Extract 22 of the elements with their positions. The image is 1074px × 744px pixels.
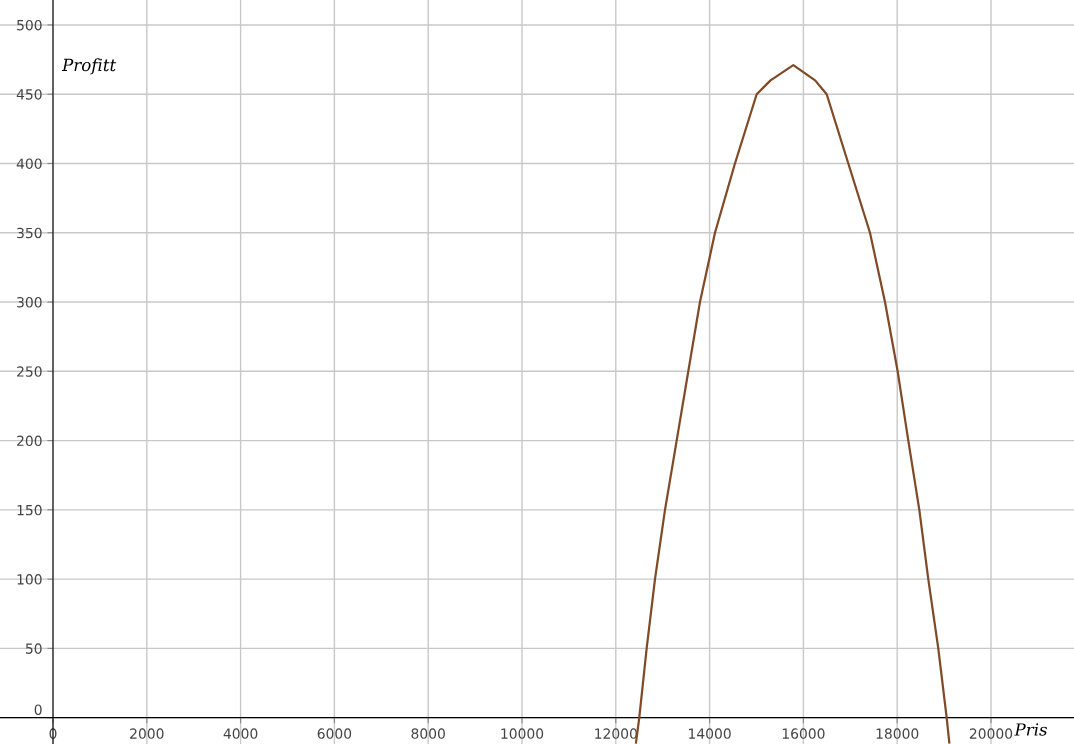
x-tick-label: 2000 xyxy=(130,728,164,739)
y-tick-label: 150 xyxy=(17,504,42,516)
y-tick-label: 50 xyxy=(25,643,42,654)
x-tick-label: 14000 xyxy=(689,728,731,739)
x-tick-label: 6000 xyxy=(317,728,352,739)
y-tick-label: 500 xyxy=(17,19,42,31)
x-tick-label: 8000 xyxy=(411,728,445,739)
y-tick-label: 100 xyxy=(17,574,42,585)
x-tick-label: 10000 xyxy=(501,728,544,739)
y-tick-label: 0 xyxy=(34,704,42,715)
x-tick-label: 18000 xyxy=(876,728,919,739)
y-tick-label: 200 xyxy=(17,435,42,447)
y-tick-label: 400 xyxy=(16,158,42,169)
x-tick-label: 20000 xyxy=(969,728,1013,739)
y-tick-label: 300 xyxy=(17,297,42,308)
y-tick-label: 450 xyxy=(16,89,42,100)
x-tick-label: 4000 xyxy=(223,728,258,739)
x-tick-label: 16000 xyxy=(782,728,825,739)
x-axis-title: Pris xyxy=(1014,723,1047,736)
y-tick-label: 250 xyxy=(17,366,42,377)
y-axis-title: Profitt xyxy=(61,58,117,75)
y-tick-label: 350 xyxy=(17,227,42,239)
